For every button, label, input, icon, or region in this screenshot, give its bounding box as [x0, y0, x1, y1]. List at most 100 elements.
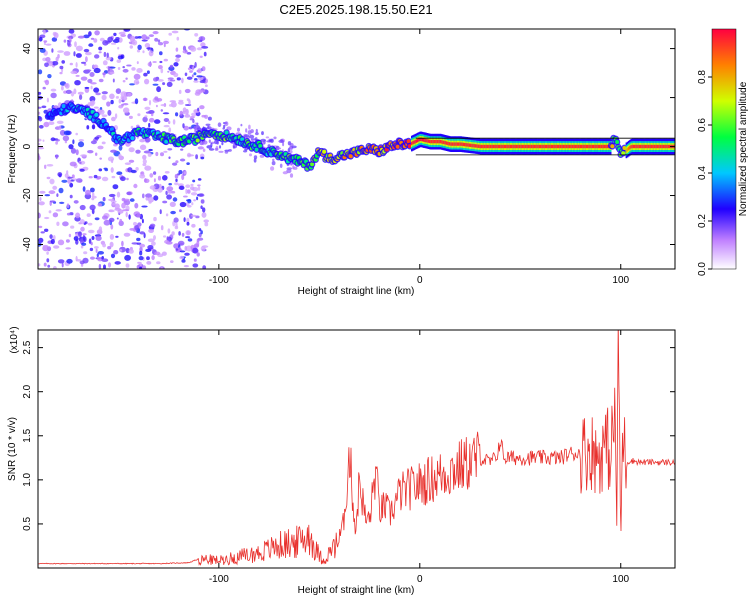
spectrogram-y-ticks: -40 -20 0 20 40: [22, 43, 675, 252]
ridge-segment: [597, 144, 600, 149]
noise-speckle-dot: [114, 113, 118, 119]
noise-speckle-dot: [59, 201, 65, 204]
noise-speckle-dot: [175, 160, 179, 164]
noise-speckle-dot: [98, 46, 103, 51]
noise-speckle-dot: [95, 92, 101, 96]
noise-speckle-dot: [147, 238, 155, 243]
ridge-segment: [660, 144, 663, 149]
noise-speckle-dot: [102, 60, 108, 66]
noise-speckle-dot: [124, 162, 131, 165]
noise-speckle-dot: [69, 161, 77, 167]
ridge-segment: [606, 144, 608, 149]
noise-speckle-dot: [152, 83, 159, 86]
noise-speckle-dot: [57, 172, 63, 177]
noise-speckle-dot: [79, 219, 85, 225]
ridge-segment: [536, 144, 538, 149]
ridge-segment: [473, 144, 476, 148]
noise-speckle-dot: [38, 37, 43, 42]
halo-speckle: [250, 138, 257, 141]
noise-speckle-dot: [83, 34, 90, 39]
halo-speckle: [269, 139, 273, 142]
ridge-segment: [650, 144, 653, 149]
ridge-segment: [519, 144, 522, 149]
noise-speckle-dot: [118, 31, 126, 35]
snr-plot-area: [38, 330, 675, 568]
noise-speckle-dot: [77, 91, 84, 95]
noise-speckle-dot: [110, 149, 117, 153]
noise-speckle-dot: [75, 132, 78, 136]
ridge-segment: [666, 144, 669, 149]
noise-speckle-dot: [202, 148, 206, 152]
noise-speckle-dot: [198, 193, 205, 197]
noise-speckle-dot: [111, 116, 116, 122]
halo-speckle: [265, 136, 270, 139]
noise-speckle-dot: [198, 76, 204, 81]
noise-speckle-dot: [186, 76, 193, 80]
noise-speckle-dot: [160, 104, 167, 107]
noise-speckle-dot: [47, 74, 52, 79]
noise-speckle-dot: [172, 197, 178, 202]
noise-speckle-dot: [112, 78, 115, 83]
ridge-blob-core: [94, 112, 99, 117]
ridge-segment: [480, 144, 483, 149]
noise-speckle-dot: [46, 164, 54, 167]
noise-speckle-dot: [186, 98, 190, 102]
ridge-segment: [653, 144, 655, 149]
ridge-blob-core: [109, 127, 114, 132]
noise-speckle-dot: [106, 52, 109, 58]
noise-speckle-dot: [88, 43, 94, 47]
ridge-segment: [485, 144, 488, 149]
noise-speckle-dot: [91, 197, 95, 201]
noise-speckle-dot: [169, 64, 174, 69]
noise-speckle-dot: [163, 43, 166, 48]
noise-speckle-dot: [179, 255, 184, 260]
ridge-segment: [483, 144, 485, 149]
noise-speckle-dot: [98, 168, 103, 172]
noise-speckle-dot: [121, 202, 126, 209]
noise-speckle-dot: [53, 266, 57, 269]
noise-speckle-dot: [147, 196, 155, 203]
noise-speckle-dot: [134, 36, 139, 39]
noise-speckle-dot: [123, 107, 130, 114]
noise-speckle-dot: [199, 105, 205, 110]
noise-speckle-dot: [182, 49, 188, 54]
noise-speckle-dot: [142, 159, 147, 165]
noise-speckle-dot: [158, 65, 163, 70]
y-tick-label: -40: [22, 237, 33, 252]
noise-speckle-dot: [128, 249, 134, 254]
spectrogram-y-label: Frequency (Hz): [7, 115, 18, 184]
ridge-segment: [456, 142, 459, 146]
noise-speckle-dot: [43, 109, 49, 114]
noise-speckle-dot: [172, 119, 176, 125]
noise-speckle-dot: [94, 217, 100, 221]
noise-speckle-dot: [128, 214, 131, 220]
noise-speckle-dot: [187, 238, 193, 242]
ridge-blob-core: [254, 147, 259, 152]
noise-speckle-dot: [115, 37, 120, 41]
noise-speckle-dot: [90, 82, 97, 85]
noise-speckle-dot: [80, 154, 87, 157]
noise-speckle-dot: [190, 183, 194, 187]
ridge-segment: [582, 144, 584, 149]
noise-speckle-dot: [59, 65, 64, 70]
noise-speckle-dot: [169, 100, 177, 103]
noise-speckle-dot: [163, 150, 168, 153]
noise-speckle-dot: [38, 116, 43, 122]
noise-speckle-dot: [49, 200, 56, 203]
noise-speckle-dot: [43, 40, 48, 43]
noise-speckle-dot: [62, 221, 69, 227]
ridge-segment: [501, 144, 503, 149]
halo-speckle: [287, 148, 290, 153]
noise-speckle-dot: [146, 70, 150, 74]
noise-speckle-dot: [119, 218, 123, 224]
noise-speckle-dot: [85, 56, 88, 63]
ridge-blob-core: [258, 144, 263, 148]
ridge-segment: [584, 144, 587, 149]
ridge-segment: [647, 144, 649, 149]
noise-speckle-dot: [53, 235, 56, 241]
noise-speckle-dot: [183, 171, 187, 175]
noise-speckle-dot: [111, 42, 117, 45]
ridge-segment: [629, 146, 631, 150]
ridge-segment: [659, 144, 661, 149]
halo-speckle: [253, 155, 258, 160]
